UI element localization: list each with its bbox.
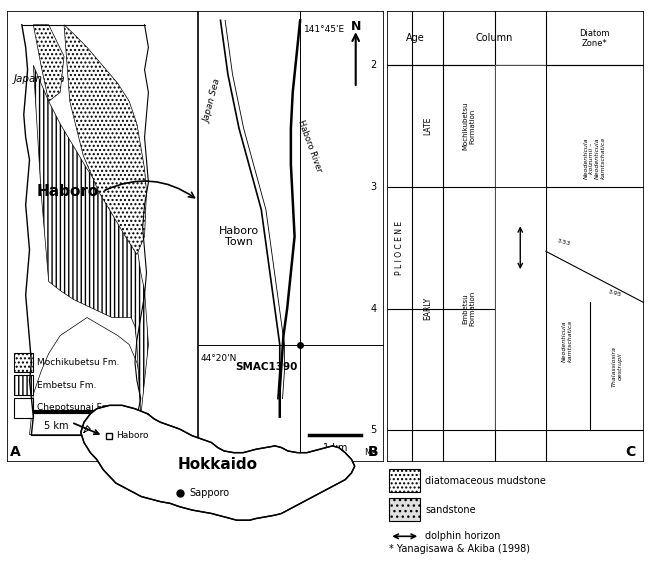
- Text: B: B: [367, 445, 378, 459]
- Text: N: N: [350, 20, 361, 33]
- Text: 141°45'E: 141°45'E: [304, 25, 345, 34]
- Polygon shape: [64, 25, 146, 254]
- Text: * Yanagisawa & Akiba (1998): * Yanagisawa & Akiba (1998): [389, 544, 530, 555]
- Text: Embetsu
Formation: Embetsu Formation: [462, 291, 475, 326]
- Text: 2: 2: [370, 60, 376, 70]
- Text: Haboro: Haboro: [37, 184, 99, 199]
- Text: 5: 5: [370, 425, 376, 435]
- Text: Diatom
Zone*: Diatom Zone*: [579, 29, 610, 48]
- Text: Haboro
Town: Haboro Town: [219, 226, 259, 247]
- Text: Mochikubetsu
Formation: Mochikubetsu Formation: [462, 102, 475, 150]
- Polygon shape: [81, 405, 355, 520]
- Text: Neodenticula
koizumii –
Neodenticula
kamtschatica: Neodenticula koizumii – Neodenticula kam…: [584, 137, 606, 180]
- Text: Hokkaido: Hokkaido: [177, 457, 258, 472]
- Text: SMAC1390: SMAC1390: [235, 362, 298, 372]
- Bar: [389, 470, 420, 492]
- Text: Japan Sea: Japan Sea: [14, 74, 66, 84]
- Text: C: C: [625, 445, 636, 459]
- Text: Embetsu Fm.: Embetsu Fm.: [37, 381, 97, 390]
- Text: Age: Age: [406, 33, 424, 43]
- Polygon shape: [33, 65, 148, 417]
- Bar: [495, 187, 546, 430]
- Bar: [387, 11, 644, 65]
- Text: Haboro: Haboro: [116, 431, 148, 440]
- Bar: [14, 397, 33, 418]
- Text: Sapporo: Sapporo: [189, 488, 229, 498]
- Text: P L I O C E N E: P L I O C E N E: [395, 221, 404, 275]
- Text: LATE: LATE: [423, 117, 432, 135]
- Text: sandstone: sandstone: [425, 504, 476, 515]
- Text: 3.53: 3.53: [556, 239, 571, 247]
- Bar: [14, 352, 33, 373]
- Text: A: A: [10, 445, 21, 459]
- Text: Thalassiosira
oestrupii: Thalassiosira oestrupii: [612, 346, 623, 387]
- Text: 5 km: 5 km: [44, 421, 69, 431]
- Text: Neodenticula
kamtschatica: Neodenticula kamtschatica: [562, 320, 573, 362]
- Bar: [495, 187, 546, 430]
- Text: Column: Column: [476, 33, 514, 43]
- Text: 1 km: 1 km: [323, 443, 348, 453]
- Bar: [495, 65, 546, 187]
- Text: Mochikubetsu Fm.: Mochikubetsu Fm.: [37, 358, 120, 367]
- Bar: [14, 375, 33, 395]
- Text: 3.95: 3.95: [608, 289, 622, 298]
- Text: dolphin horizon: dolphin horizon: [425, 531, 500, 541]
- Text: Haboro River: Haboro River: [296, 119, 323, 174]
- Text: Japan Sea: Japan Sea: [203, 79, 223, 124]
- Text: diatomaceous mudstone: diatomaceous mudstone: [425, 476, 546, 486]
- Text: 4: 4: [370, 303, 376, 314]
- FancyArrowPatch shape: [105, 181, 194, 198]
- Text: Chepotsunai Fm.: Chepotsunai Fm.: [37, 403, 114, 412]
- Bar: [495, 65, 546, 187]
- Bar: [389, 498, 420, 521]
- Text: 3: 3: [370, 182, 376, 192]
- Polygon shape: [33, 25, 64, 101]
- Text: Ma: Ma: [364, 448, 376, 457]
- Text: EARLY: EARLY: [423, 297, 432, 320]
- Text: 44°20'N: 44°20'N: [200, 354, 237, 363]
